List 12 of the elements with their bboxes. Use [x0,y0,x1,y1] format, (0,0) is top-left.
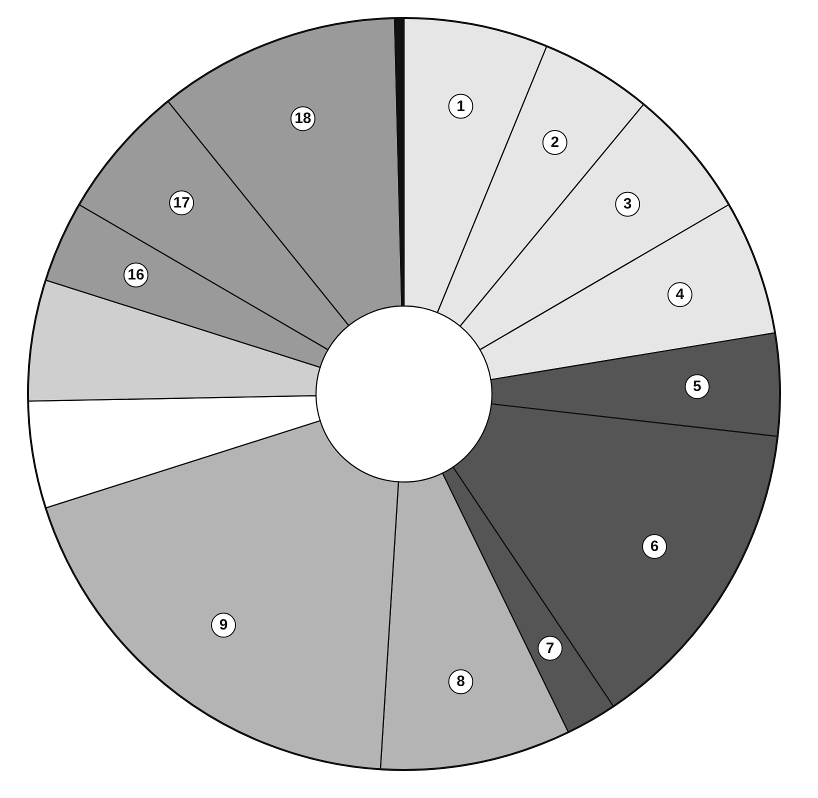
slice-label: 2 [550,134,560,152]
slice-label: 18 [294,110,312,128]
slice-label: 9 [219,616,228,634]
slice-label: 6 [650,538,659,555]
slice-label: 4 [676,286,685,304]
slice-label: 17 [173,194,190,212]
slice-label: 3 [623,196,632,213]
slice-label: 1 [456,98,465,115]
slice-label: 16 [128,266,144,284]
slice-label: 8 [456,673,465,690]
slice-label: 5 [693,378,702,396]
slice-label: 7 [546,640,554,657]
